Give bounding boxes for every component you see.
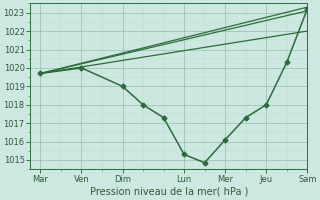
X-axis label: Pression niveau de la mer( hPa ): Pression niveau de la mer( hPa ) bbox=[90, 187, 248, 197]
